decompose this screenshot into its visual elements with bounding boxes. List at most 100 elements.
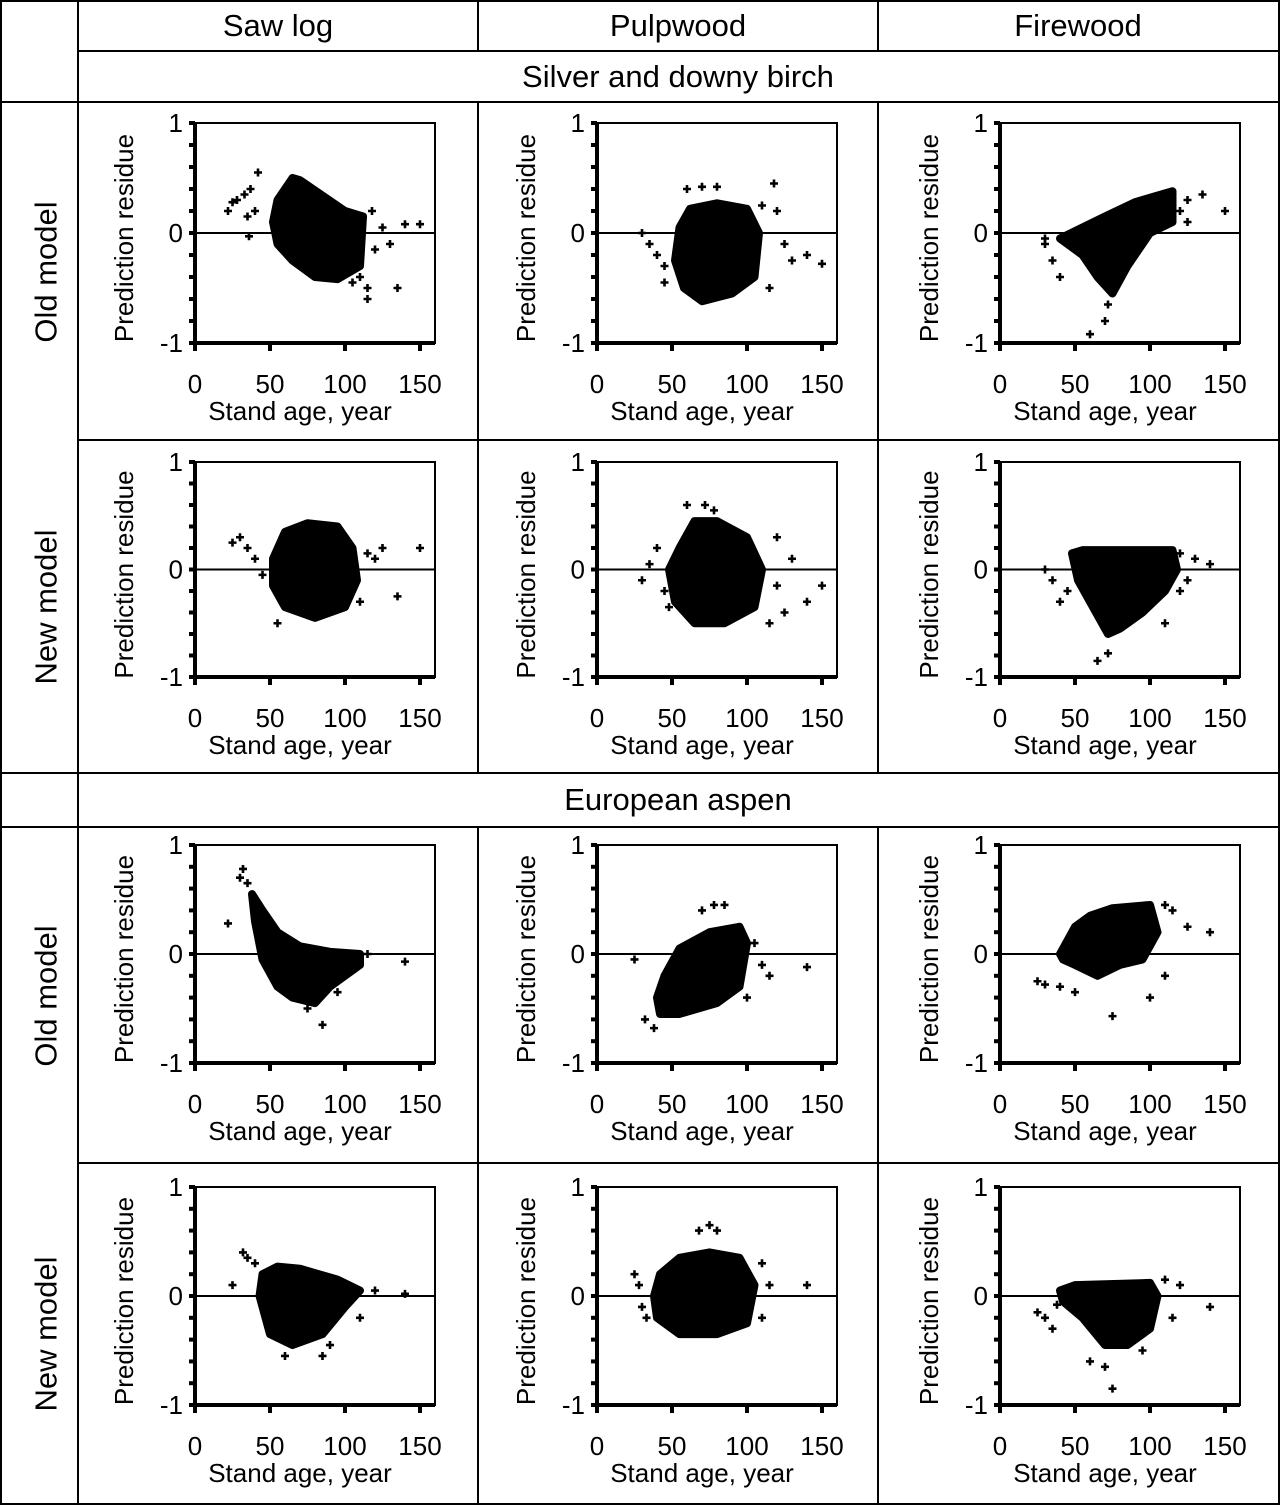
data-point [303,1004,312,1013]
data-point [705,1221,714,1230]
data-point [642,1313,651,1322]
divider [0,826,1280,828]
x-tick-label: 50 [256,703,285,733]
x-axis-label: Stand age, year [1013,396,1197,426]
data-point [1176,549,1184,558]
data-point [653,544,661,552]
data-point [416,220,424,229]
data-point [750,939,759,948]
y-tick-label: 1 [169,108,183,138]
data-point [239,864,247,873]
data-point [371,1286,379,1295]
x-tick-label: 0 [590,1089,604,1119]
data-point [803,597,811,606]
x-tick-label: 100 [1128,703,1171,733]
divider [78,439,1280,441]
data-point [1161,1275,1169,1284]
data-point [660,587,669,595]
data-point [773,581,781,590]
data-point [683,185,691,193]
data-point [1048,576,1057,585]
data-point [1063,587,1072,595]
data-point [765,284,774,292]
x-axis-label: Stand age, year [1013,730,1197,760]
data-point [1138,1346,1147,1355]
divider [78,50,1280,52]
x-tick-label: 0 [993,1089,1007,1119]
x-tick-label: 150 [1203,703,1246,733]
y-tick-label: -1 [562,1048,585,1078]
data-point [371,245,379,254]
y-tick-label: 0 [974,939,988,969]
data-point [416,544,424,552]
data-point [660,262,669,270]
dense-point-cloud [650,1248,759,1339]
data-point [356,273,364,281]
y-tick-label: 0 [974,555,988,585]
y-tick-label: 0 [974,1281,988,1311]
data-point [1048,256,1057,265]
x-tick-label: 150 [398,1431,441,1461]
data-point [1206,1302,1214,1311]
data-point [1053,1300,1061,1309]
data-point [368,207,376,215]
x-tick-label: 100 [725,369,768,399]
dense-point-cloud [1056,187,1177,298]
data-point [1108,1012,1117,1021]
dense-point-cloud [269,519,361,622]
x-tick-label: 0 [188,1089,202,1119]
data-point [1206,560,1214,569]
data-point [1101,317,1109,325]
x-tick-label: 50 [658,1089,687,1119]
x-tick-label: 50 [256,369,285,399]
species-header-birch: Silver and downy birch [522,59,834,94]
data-point [333,988,342,997]
data-point [758,1259,766,1268]
data-point [1191,554,1199,563]
x-tick-label: 50 [256,1089,285,1119]
x-tick-label: 0 [993,703,1007,733]
data-point [228,198,237,207]
x-tick-label: 0 [590,369,604,399]
x-tick-label: 150 [800,703,843,733]
data-point [1206,928,1214,937]
y-axis-label: Prediction residue [914,1197,944,1405]
data-point [660,278,669,287]
x-axis-label: Stand age, year [208,396,392,426]
x-tick-label: 50 [1061,1089,1090,1119]
data-point [818,259,826,268]
data-point [803,963,811,972]
data-point [758,960,766,969]
x-tick-label: 150 [398,369,441,399]
divider [477,0,479,50]
data-point [371,554,379,563]
x-axis-label: Stand age, year [610,730,794,760]
y-tick-label: -1 [965,662,988,692]
data-point [695,1226,703,1235]
y-tick-label: -1 [160,1048,183,1078]
x-tick-label: 150 [800,369,843,399]
y-tick-label: 0 [974,218,988,248]
y-tick-label: -1 [965,1048,988,1078]
data-point [638,576,646,585]
data-point [1198,190,1207,199]
y-tick-label: 0 [571,1281,585,1311]
data-point [341,966,349,975]
data-point [356,1313,364,1322]
x-axis-label: Stand age, year [610,1116,794,1146]
x-tick-label: 50 [658,1431,687,1461]
data-point [401,220,409,229]
data-point [638,1302,646,1311]
y-tick-label: 1 [974,1172,988,1202]
x-tick-label: 0 [188,703,202,733]
y-tick-label: 0 [169,555,183,585]
data-point [1176,1281,1184,1290]
data-point [1221,207,1229,215]
x-tick-label: 100 [323,369,366,399]
